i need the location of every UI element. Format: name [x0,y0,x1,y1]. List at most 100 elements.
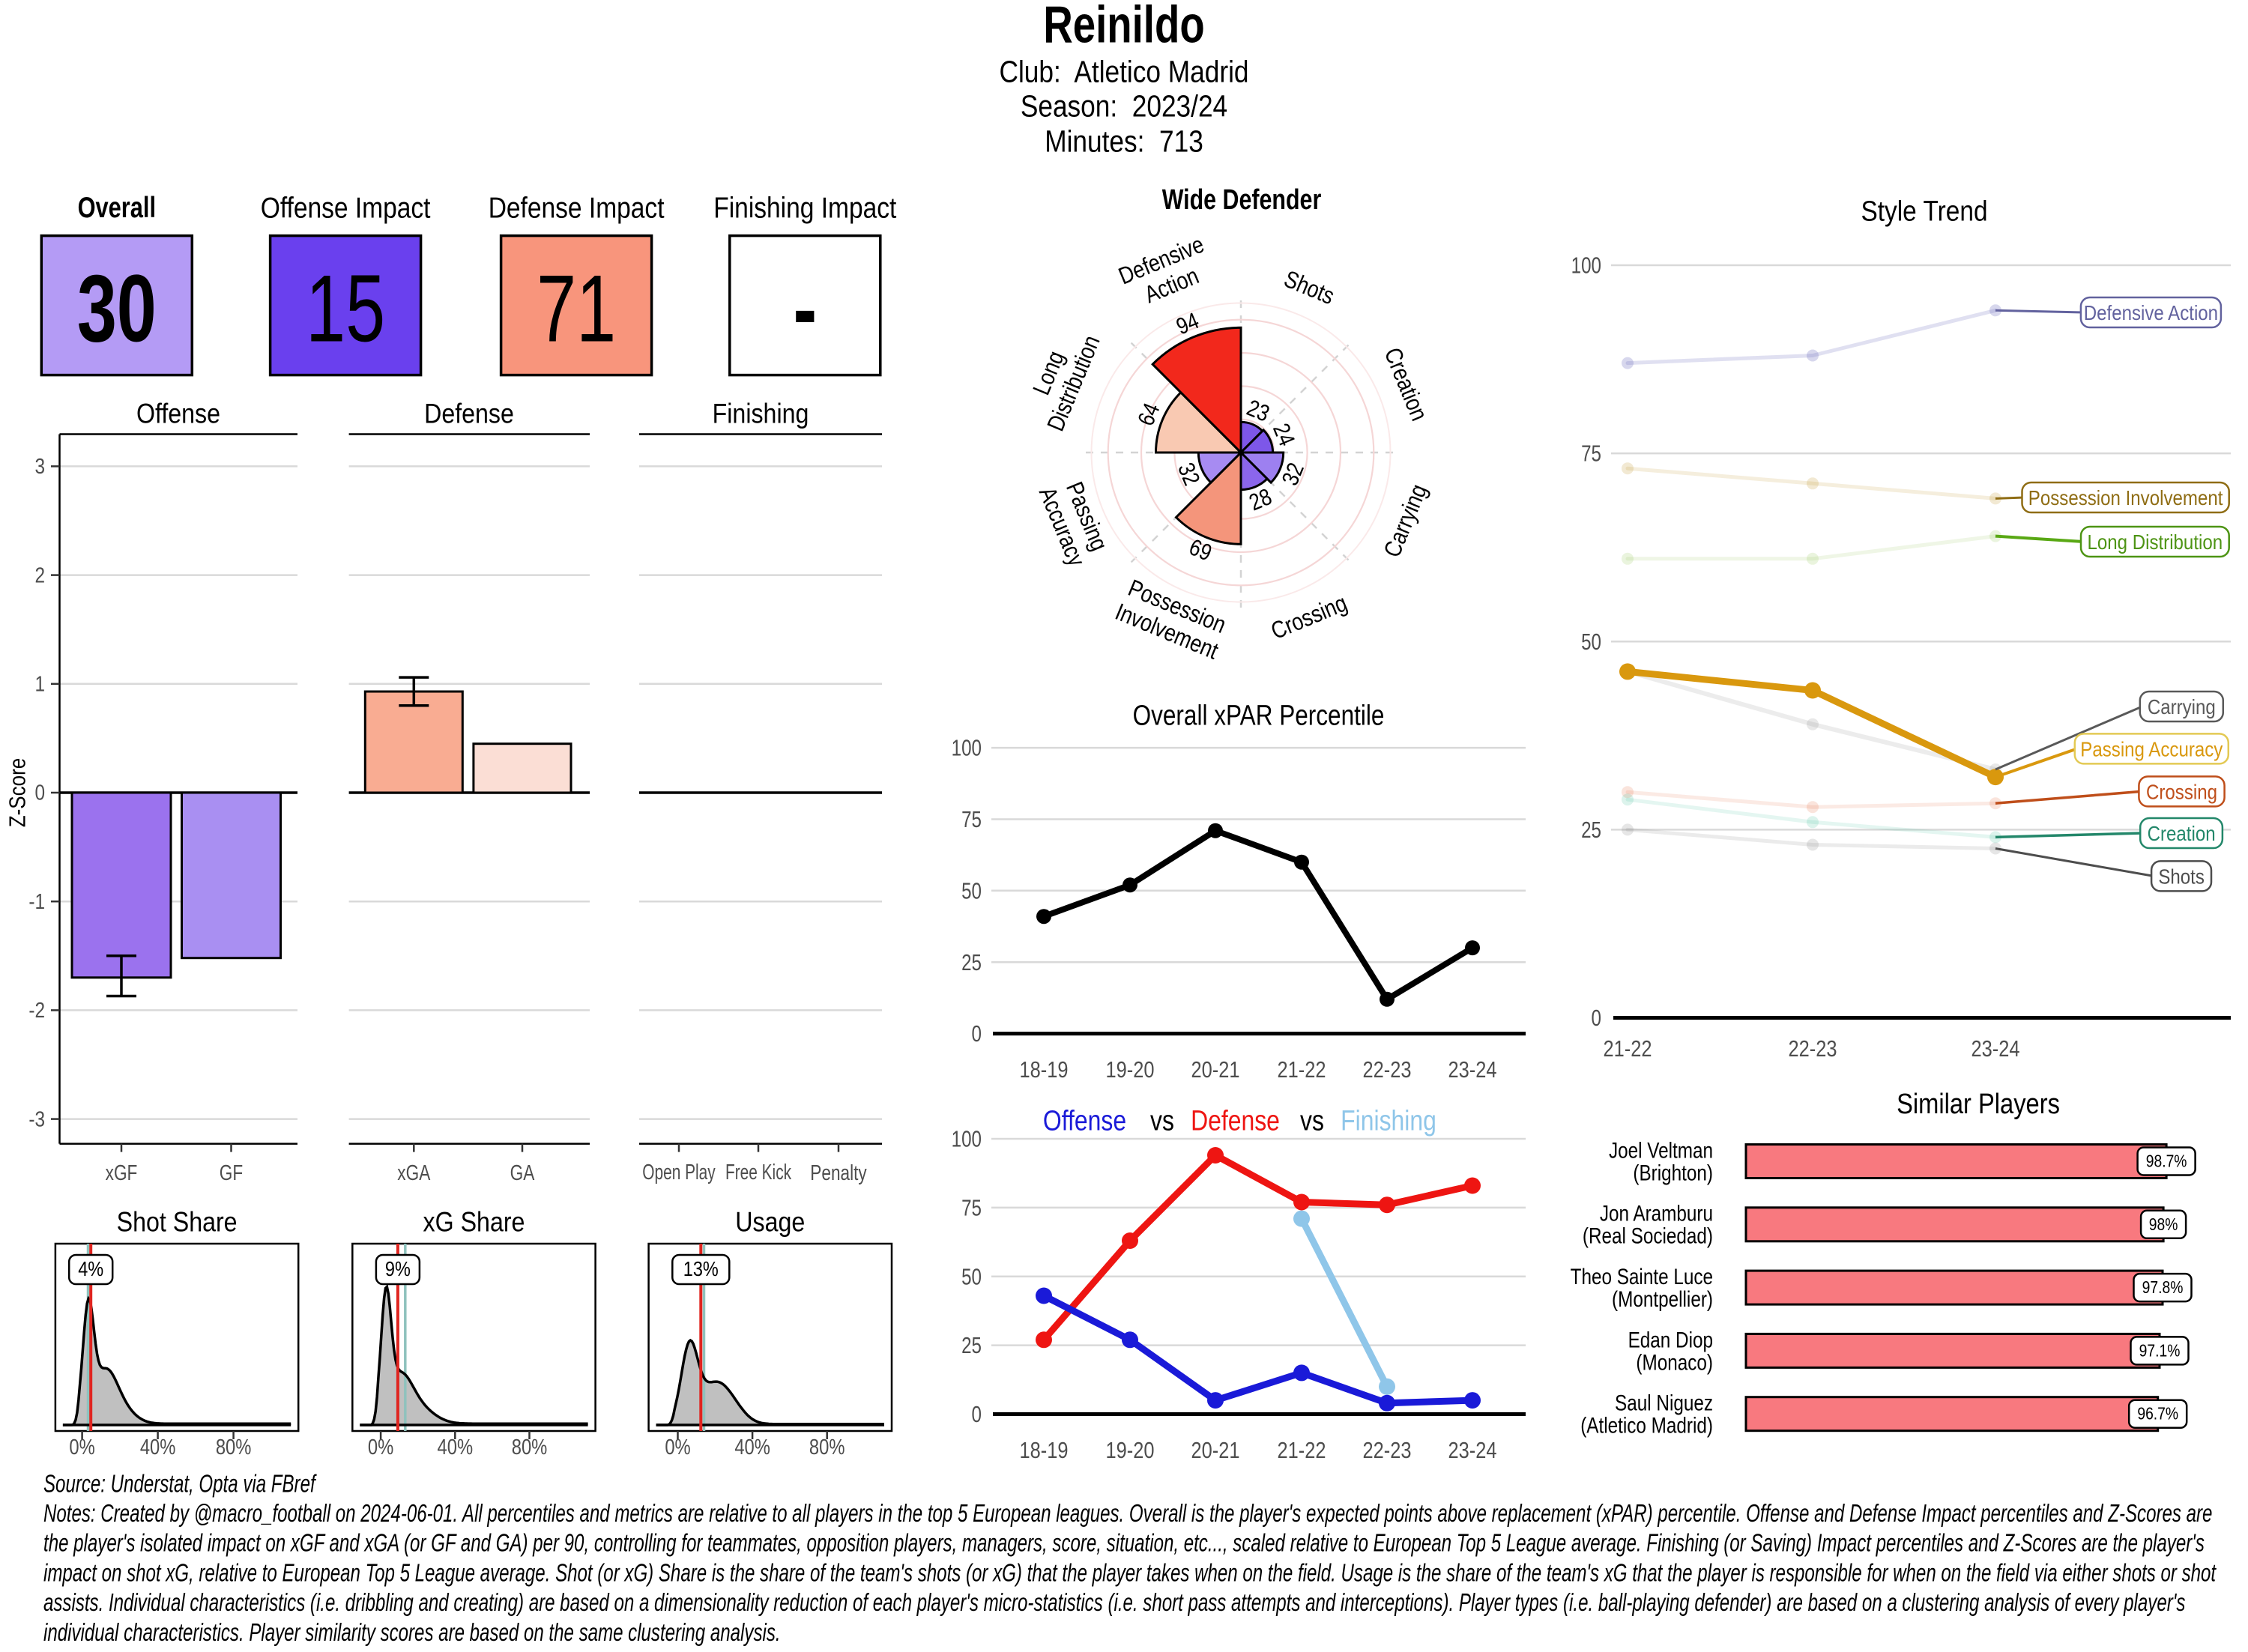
svg-text:25: 25 [961,949,982,975]
svg-text:22-23: 22-23 [1363,1438,1412,1464]
svg-text:22-23: 22-23 [1363,1057,1412,1083]
svg-text:18-19: 18-19 [1020,1057,1069,1083]
svg-text:98.7%: 98.7% [2146,1152,2187,1171]
svg-text:0%: 0% [69,1435,94,1459]
svg-text:-3: -3 [28,1107,45,1131]
svg-text:1: 1 [34,672,45,696]
svg-text:0: 0 [34,781,45,805]
svg-text:75: 75 [961,806,982,832]
svg-text:19-20: 19-20 [1106,1057,1155,1083]
svg-text:Defense: Defense [424,399,514,430]
svg-text:100: 100 [952,735,982,761]
svg-text:0: 0 [1592,1005,1601,1031]
svg-text:Possession Involvement: Possession Involvement [2028,485,2223,509]
svg-text:0: 0 [972,1020,982,1047]
svg-text:100: 100 [1571,252,1601,279]
svg-text:impact on shot xG, relative to: impact on shot xG, relative to European … [43,1560,2217,1588]
svg-text:Style Trend: Style Trend [1861,196,1987,227]
svg-text:xG Share: xG Share [423,1208,525,1238]
svg-text:Overall xPAR Percentile: Overall xPAR Percentile [1133,700,1385,731]
svg-text:Crossing: Crossing [1267,590,1351,645]
svg-text:Shot Share: Shot Share [117,1208,238,1238]
svg-text:Finishing: Finishing [713,399,809,430]
svg-text:Joel Veltman: Joel Veltman [1609,1137,1713,1163]
svg-text:Theo Sainte Luce: Theo Sainte Luce [1571,1264,1713,1289]
svg-text:Defensive Action: Defensive Action [2084,300,2218,324]
svg-text:0%: 0% [665,1435,690,1459]
svg-text:Crossing: Crossing [2146,780,2217,804]
svg-text:(Montpellier): (Montpellier) [1612,1286,1713,1312]
svg-text:GF: GF [220,1160,243,1184]
svg-text:Offense Impact: Offense Impact [261,191,431,224]
svg-text:9%: 9% [385,1258,411,1280]
svg-text:50: 50 [961,1264,982,1290]
svg-text:Edan Diop: Edan Diop [1628,1327,1713,1352]
svg-text:Creation: Creation [1379,344,1433,425]
svg-text:25: 25 [961,1332,982,1358]
svg-text:Minutes: 713: Minutes: 713 [1045,124,1203,159]
svg-text:25: 25 [1581,817,1601,843]
svg-text:Carrying: Carrying [2148,695,2216,718]
svg-text:-: - [793,255,817,362]
svg-text:vs: vs [1300,1105,1324,1137]
svg-text:(Real Sociedad): (Real Sociedad) [1583,1223,1713,1248]
svg-text:assists. Individual characteri: assists. Individual characteristics (i.e… [43,1590,2185,1618]
svg-text:40%: 40% [438,1435,474,1459]
svg-text:GA: GA [510,1160,535,1184]
svg-text:the player's isolated impact o: the player's isolated impact on xGF and … [43,1530,2205,1558]
svg-text:Z-Score: Z-Score [5,758,31,828]
svg-text:DefensiveAction: DefensiveAction [1115,231,1218,315]
svg-text:Finishing: Finishing [1341,1105,1436,1137]
svg-text:23-24: 23-24 [1448,1438,1497,1464]
svg-text:50: 50 [961,878,982,904]
svg-text:Carrying: Carrying [1379,480,1433,561]
svg-text:PossessionInvolvement: PossessionInvolvement [1111,574,1232,665]
svg-text:21-22: 21-22 [1278,1057,1326,1083]
svg-text:Creation: Creation [2148,821,2216,845]
svg-text:Open Play: Open Play [642,1161,716,1184]
svg-text:80%: 80% [216,1435,252,1459]
svg-text:30: 30 [77,255,157,362]
svg-text:97.1%: 97.1% [2139,1342,2181,1361]
svg-text:Similar Players: Similar Players [1897,1088,2060,1120]
svg-text:Long Distribution: Long Distribution [2087,530,2223,554]
svg-text:80%: 80% [512,1435,548,1459]
svg-text:3: 3 [34,454,45,478]
svg-text:Season: 2023/24: Season: 2023/24 [1021,89,1227,124]
svg-text:Penalty: Penalty [810,1160,866,1184]
svg-text:Finishing Impact: Finishing Impact [713,191,896,224]
svg-text:50: 50 [1581,629,1601,655]
svg-text:80%: 80% [809,1435,845,1459]
svg-text:Defense Impact: Defense Impact [489,191,665,224]
svg-text:individual characteristics. Pl: individual characteristics. Player simil… [43,1619,781,1647]
svg-text:20-21: 20-21 [1191,1438,1240,1464]
svg-text:20-21: 20-21 [1191,1057,1240,1083]
svg-text:0: 0 [972,1401,982,1427]
svg-text:Free Kick: Free Kick [725,1161,791,1184]
svg-text:xGF: xGF [106,1160,138,1184]
svg-text:75: 75 [961,1195,982,1221]
svg-text:98%: 98% [2149,1215,2178,1234]
svg-text:100: 100 [952,1126,982,1152]
svg-text:Reinildo: Reinildo [1043,0,1204,54]
svg-text:75: 75 [1581,441,1601,467]
svg-text:xGA: xGA [397,1160,431,1184]
svg-text:Offense: Offense [136,399,220,430]
svg-text:(Atletico Madrid): (Atletico Madrid) [1580,1412,1713,1438]
svg-text:Jon Aramburu: Jon Aramburu [1600,1200,1713,1226]
svg-text:Club: Atletico Madrid: Club: Atletico Madrid [999,55,1248,89]
svg-text:Passing Accuracy: Passing Accuracy [2080,737,2223,761]
svg-text:96.7%: 96.7% [2137,1405,2178,1423]
svg-text:97.8%: 97.8% [2142,1279,2184,1298]
svg-text:Wide Defender: Wide Defender [1162,184,1322,216]
svg-text:21-22: 21-22 [1278,1438,1326,1464]
svg-text:40%: 40% [734,1435,770,1459]
svg-text:23-24: 23-24 [1448,1057,1497,1083]
svg-text:-1: -1 [28,889,45,913]
svg-text:0%: 0% [368,1435,393,1459]
svg-text:Notes: Created by @macro_footb: Notes: Created by @macro_football on 202… [43,1500,2212,1528]
svg-text:15: 15 [306,255,385,362]
svg-text:Defense: Defense [1191,1105,1280,1137]
svg-text:2: 2 [34,563,45,587]
svg-text:4%: 4% [78,1258,103,1280]
